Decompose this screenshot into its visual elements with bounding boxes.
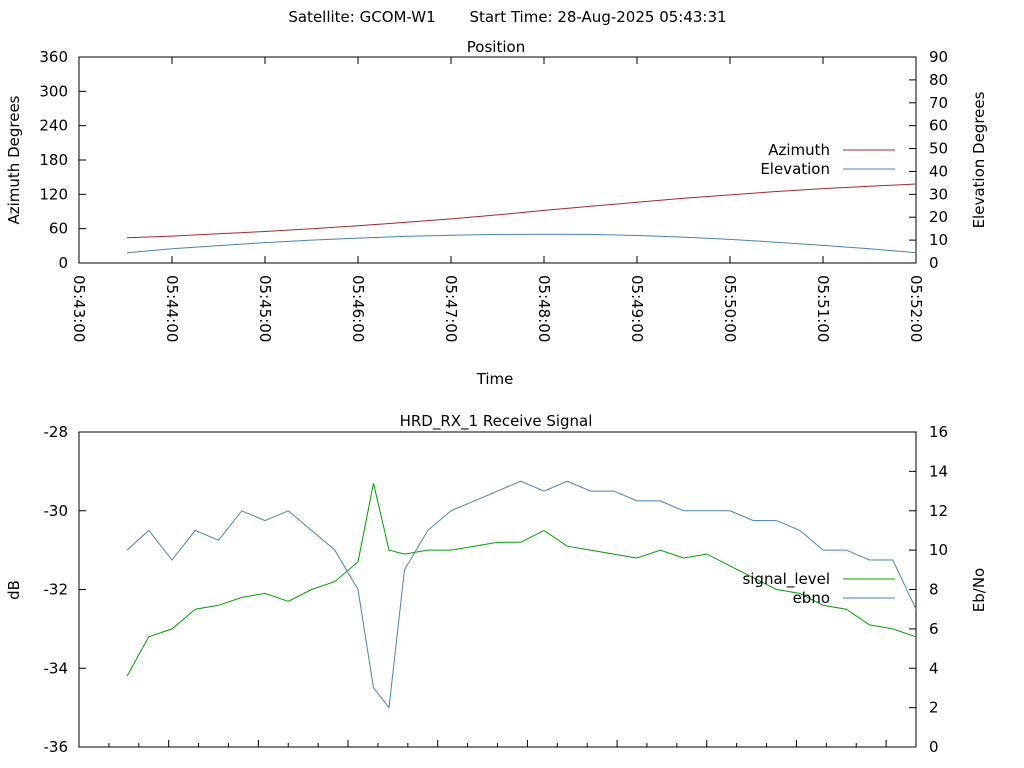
position-y2-tick-label: 60 (929, 117, 948, 135)
position-y2-tick-label: 70 (929, 94, 948, 112)
signal-legend-label-ebno: ebno (793, 589, 830, 607)
position-series-Azimuth (126, 183, 917, 239)
signal-plot-frame (78, 431, 917, 748)
position-chart: Position Azimuth Degrees Elevation Degre… (5, 38, 988, 388)
signal-y2-tick-label: 10 (929, 541, 948, 559)
position-y-tick-label: 300 (39, 82, 68, 100)
signal-y-tick-label: -30 (44, 502, 69, 520)
position-legend-label-Elevation: Elevation (760, 160, 830, 178)
position-y2-tick-label: 90 (929, 48, 948, 66)
signal-y2-tick-label: 6 (929, 620, 939, 638)
signal-legend-label-signal_level: signal_level (742, 570, 830, 589)
signal-y-tick-label: -34 (44, 659, 69, 677)
position-y-tick-label: 60 (49, 220, 68, 238)
position-x-label: Time (476, 370, 514, 388)
position-x-tick-label: 05:43:00 (70, 275, 88, 342)
signal-y2-tick-label: 4 (929, 659, 939, 677)
position-y2-tick-label: 0 (929, 254, 939, 272)
signal-y2-tick-label: 16 (929, 423, 948, 441)
position-x-tick-label: 05:46:00 (349, 275, 367, 342)
position-y-tick-label: 240 (39, 117, 68, 135)
position-x-tick-label: 05:52:00 (907, 275, 925, 342)
position-x-tick-label: 05:45:00 (256, 275, 274, 342)
position-legend-label-Azimuth: Azimuth (768, 141, 830, 159)
position-y2-tick-label: 50 (929, 140, 948, 158)
signal-y2-tick-label: 2 (929, 699, 939, 717)
start-time-label: Start Time: 28-Aug-2025 05:43:31 (469, 8, 726, 26)
position-y-tick-label: 360 (39, 48, 68, 66)
position-y2-tick-label: 40 (929, 162, 948, 180)
position-title: Position (467, 38, 525, 56)
signal-y2-tick-label: 14 (929, 462, 948, 480)
signal-y2-tick-label: 0 (929, 738, 939, 756)
position-x-tick-label: 05:48:00 (535, 275, 553, 342)
position-y-tick-label: 180 (39, 151, 68, 169)
signal-y-tick-label: -28 (44, 423, 69, 441)
position-y-tick-label: 0 (58, 254, 68, 272)
signal-y2-tick-label: 12 (929, 502, 948, 520)
position-y2-tick-label: 80 (929, 71, 948, 89)
position-series-Elevation (126, 233, 917, 254)
signal-y-tick-label: -32 (44, 581, 69, 599)
satellite-label: Satellite: GCOM-W1 (288, 8, 435, 26)
position-y2-tick-label: 30 (929, 185, 948, 203)
position-y2-tick-label: 20 (929, 208, 948, 226)
position-x-tick-label: 05:49:00 (628, 275, 646, 342)
position-y-tick-label: 120 (39, 185, 68, 203)
signal-y-label: dB (5, 580, 23, 600)
signal-y2-label: Eb/No (970, 568, 988, 612)
receive-signal-chart: HRD_RX_1 Receive Signal dB Eb/No -28 -30 -… (5, 412, 988, 756)
signal-series-signal_level (126, 483, 917, 677)
signal-y-tick-label: -36 (44, 738, 69, 756)
position-x-tick-label: 05:47:00 (442, 275, 460, 342)
position-x-tick-label: 05:51:00 (814, 275, 832, 342)
position-x-tick-label: 05:44:00 (163, 275, 181, 342)
signal-title: HRD_RX_1 Receive Signal (400, 412, 593, 431)
position-y2-tick-label: 10 (929, 231, 948, 249)
position-y2-label: Elevation Degrees (970, 91, 988, 228)
signal-y2-tick-label: 8 (929, 581, 939, 599)
position-y-label: Azimuth Degrees (5, 95, 23, 224)
signal-series-ebno (126, 480, 917, 709)
position-x-tick-label: 05:50:00 (721, 275, 739, 342)
